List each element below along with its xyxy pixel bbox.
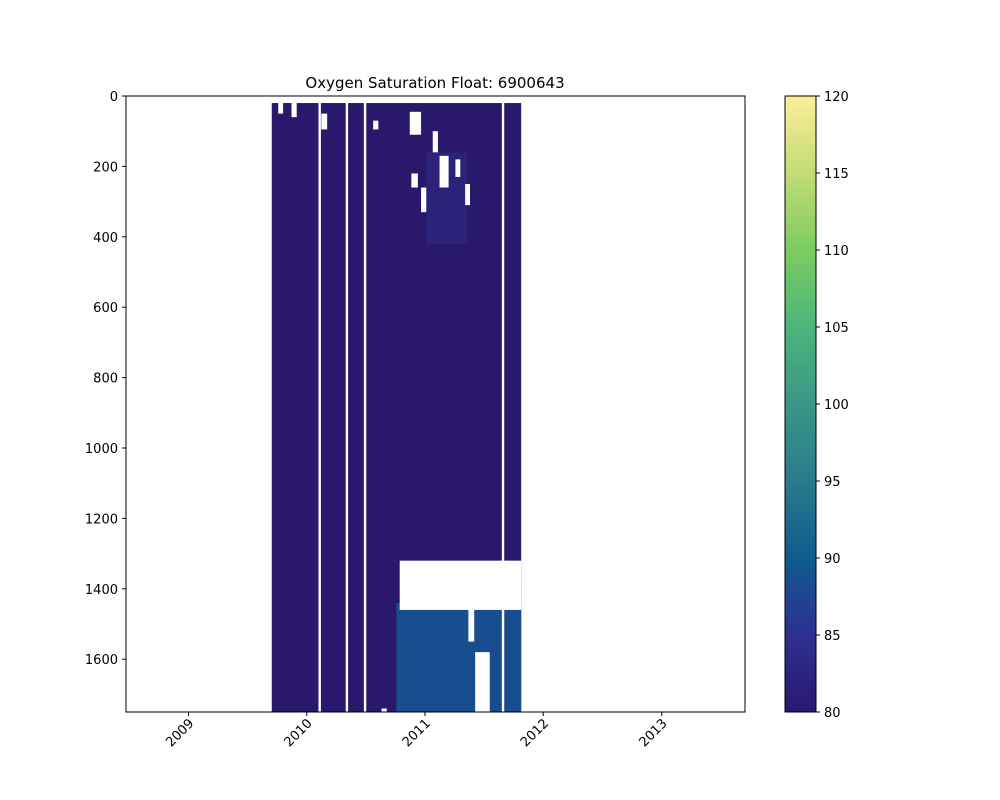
colorbar-tick-label-6: 110: [824, 244, 849, 259]
colorbar-ticks: 80 85 90 95 100 105 110 115 120: [816, 90, 849, 721]
y-tick-label-6: 1200: [85, 512, 118, 527]
y-tick-label-0: 0: [110, 90, 118, 105]
missing-cell-1: [475, 652, 490, 712]
missing-cell-4: [291, 103, 297, 118]
missing-cell-0: [399, 560, 522, 610]
y-tick-label-5: 1000: [85, 442, 118, 457]
gap-line-1: [345, 96, 349, 712]
missing-cell-11: [455, 159, 461, 177]
colorbar-tick-label-8: 120: [824, 90, 849, 105]
colorbar-tick-label-3: 95: [824, 475, 841, 490]
missing-cell-2: [468, 602, 475, 642]
colorbar-tick-label-1: 85: [824, 629, 841, 644]
chart-title: Oxygen Saturation Float: 6900643: [305, 74, 564, 92]
y-tick-label-3: 600: [93, 301, 118, 316]
heatmap-region-1: [396, 602, 522, 712]
colorbar: 80 85 90 95 100 105 110 115 120: [784, 90, 849, 721]
y-tick-label-8: 1600: [85, 653, 118, 668]
missing-cell-7: [409, 111, 422, 135]
gap-line-2: [363, 96, 367, 712]
y-axis-ticks: 0 200 400 600 800 1000 1200 1400 1600: [85, 90, 126, 668]
colorbar-tick-label-4: 100: [824, 398, 849, 413]
plot-frame: [125, 95, 746, 713]
missing-cell-12: [465, 184, 470, 206]
missing-cell-10: [411, 173, 418, 188]
missing-cell-9: [439, 155, 449, 188]
y-tick-label-2: 400: [93, 231, 118, 246]
colorbar-tick-label-7: 115: [824, 167, 849, 182]
y-tick-label-4: 800: [93, 372, 118, 387]
y-tick-label-7: 1400: [85, 583, 118, 598]
colorbar-tick-label-5: 105: [824, 321, 849, 336]
missing-cell-8: [432, 131, 438, 153]
missing-cell-13: [421, 187, 427, 213]
colorbar-fill: [785, 96, 816, 712]
missing-cell-5: [321, 113, 328, 130]
heatmap-layer: [271, 103, 522, 712]
missing-data-layer: [278, 96, 522, 712]
colorbar-tick-label-0: 80: [824, 706, 841, 721]
missing-cell-6: [373, 120, 379, 130]
colorbar-tick-label-2: 90: [824, 552, 841, 567]
missing-cell-3: [278, 103, 284, 114]
gap-line-3: [501, 96, 505, 712]
y-tick-label-1: 200: [93, 160, 118, 175]
plot-area: [126, 96, 745, 712]
missing-cell-14: [381, 708, 387, 712]
gap-line-0: [318, 96, 321, 712]
